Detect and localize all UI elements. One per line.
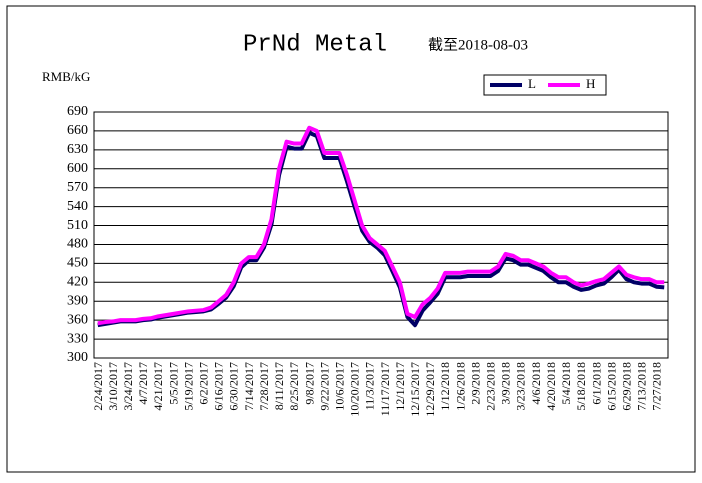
x-tick-label: 6/2/2017 bbox=[197, 362, 211, 405]
x-tick-label: 1/12/2018 bbox=[438, 362, 452, 411]
x-tick-label: 2/9/2018 bbox=[468, 362, 482, 405]
x-tick-label: 4/6/2018 bbox=[529, 362, 543, 405]
x-tick-label: 7/13/2018 bbox=[635, 362, 649, 411]
x-tick-label: 5/18/2018 bbox=[574, 362, 588, 411]
series-line bbox=[97, 125, 665, 326]
y-tick-label: 480 bbox=[67, 237, 88, 252]
y-tick-label: 390 bbox=[67, 293, 88, 308]
x-tick-label: 10/6/2017 bbox=[332, 362, 346, 411]
y-tick-label: 300 bbox=[67, 350, 88, 365]
y-tick-label: 630 bbox=[67, 142, 88, 157]
x-tick-label: 11/17/2017 bbox=[378, 362, 392, 416]
x-tick-label: 6/15/2018 bbox=[604, 362, 618, 411]
x-tick-label: 7/27/2018 bbox=[650, 362, 664, 411]
x-tick-label: 10/20/2017 bbox=[348, 362, 362, 417]
y-tick-label: 420 bbox=[67, 275, 88, 290]
y-tick-label: 660 bbox=[67, 123, 88, 138]
x-tick-label: 12/29/2017 bbox=[423, 362, 437, 417]
plot-area bbox=[93, 111, 669, 359]
y-tick-label: 540 bbox=[67, 199, 88, 214]
x-tick-label: 8/11/2017 bbox=[272, 362, 286, 410]
x-tick-label: 7/14/2017 bbox=[242, 362, 256, 411]
legend-label: L bbox=[528, 76, 536, 91]
x-tick-label: 4/21/2017 bbox=[151, 362, 165, 411]
chart-title: PrNd Metal bbox=[243, 31, 387, 58]
x-tick-label: 3/24/2017 bbox=[121, 362, 135, 411]
x-tick-label: 5/19/2017 bbox=[181, 362, 195, 411]
y-tick-label: 450 bbox=[67, 256, 88, 271]
x-tick-label: 5/5/2017 bbox=[166, 362, 180, 405]
x-tick-label: 6/29/2018 bbox=[619, 362, 633, 411]
x-tick-label: 6/30/2017 bbox=[227, 362, 241, 411]
y-tick-label: 690 bbox=[67, 104, 88, 119]
x-tick-label: 12/15/2017 bbox=[408, 362, 422, 417]
x-tick-label: 2/24/2017 bbox=[91, 362, 105, 411]
x-tick-label: 2/23/2018 bbox=[484, 362, 498, 411]
x-tick-label: 9/22/2017 bbox=[317, 362, 331, 411]
y-tick-label: 510 bbox=[67, 218, 88, 233]
y-axis-label: RMB/kG bbox=[42, 69, 90, 84]
x-tick-label: 6/1/2018 bbox=[589, 362, 603, 405]
x-tick-label: 1/26/2018 bbox=[453, 362, 467, 411]
x-tick-label: 8/25/2017 bbox=[287, 362, 301, 411]
x-tick-label: 9/8/2017 bbox=[302, 362, 316, 405]
chart-subtitle: 截至2018-08-03 bbox=[428, 36, 528, 53]
x-tick-label: 5/4/2018 bbox=[559, 362, 573, 405]
x-tick-label: 11/3/2017 bbox=[363, 362, 377, 410]
x-tick-label: 4/20/2018 bbox=[544, 362, 558, 411]
x-tick-label: 3/9/2018 bbox=[499, 362, 513, 405]
x-tick-label: 6/16/2017 bbox=[212, 362, 226, 411]
x-tick-label: 4/7/2017 bbox=[136, 362, 150, 405]
y-tick-label: 330 bbox=[67, 331, 88, 346]
y-tick-label: 360 bbox=[67, 312, 88, 327]
legend bbox=[483, 74, 607, 96]
legend-label: H bbox=[586, 76, 595, 91]
x-tick-label: 7/28/2017 bbox=[257, 362, 271, 411]
x-tick-label: 3/23/2018 bbox=[514, 362, 528, 411]
y-tick-label: 600 bbox=[67, 161, 88, 176]
x-tick-label: 12/1/2017 bbox=[393, 362, 407, 411]
x-tick-label: 3/10/2017 bbox=[106, 362, 120, 411]
y-tick-label: 570 bbox=[67, 180, 88, 195]
